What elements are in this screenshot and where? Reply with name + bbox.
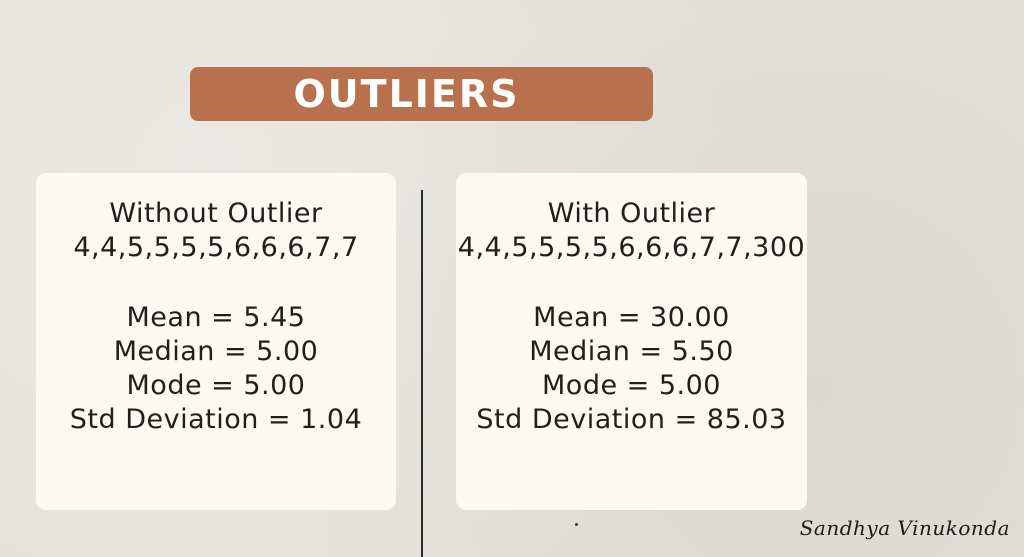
spacer [456, 265, 807, 301]
without-outlier-heading: Without Outlier [109, 198, 323, 229]
without-outlier-mode: Mode = 5.00 [126, 370, 306, 401]
with-outlier-mode: Mode = 5.00 [542, 370, 721, 401]
with-outlier-card: With Outlier 4,4,5,5,5,5,6,6,6,7,7,300 M… [456, 173, 807, 510]
with-outlier-std: Std Deviation = 85.03 [476, 404, 787, 435]
with-outlier-dataset: 4,4,5,5,5,5,6,6,6,7,7,300 [457, 232, 806, 263]
title-banner: OUTLIERS [190, 67, 653, 121]
page-title: OUTLIERS [293, 72, 520, 116]
with-outlier-mean: Mean = 30.00 [533, 302, 730, 333]
without-outlier-median: Median = 5.00 [113, 336, 319, 367]
without-outlier-mean: Mean = 5.45 [126, 302, 306, 333]
with-outlier-median: Median = 5.50 [529, 336, 734, 367]
author-signature: Sandhya Vinukonda [799, 516, 1010, 540]
without-outlier-card: Without Outlier 4,4,5,5,5,5,6,6,6,7,7 Me… [36, 173, 396, 510]
spacer [36, 265, 396, 301]
vertical-divider [421, 190, 423, 557]
decorative-dot [575, 523, 578, 526]
with-outlier-heading: With Outlier [547, 198, 716, 229]
without-outlier-std: Std Deviation = 1.04 [69, 404, 363, 435]
without-outlier-dataset: 4,4,5,5,5,5,6,6,6,7,7 [73, 232, 359, 263]
